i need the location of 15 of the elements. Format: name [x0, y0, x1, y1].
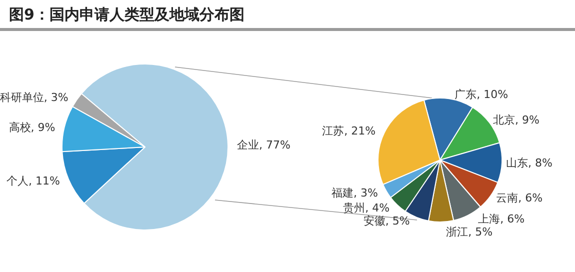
chart-title: 图9：国内申请人类型及地域分布图 [9, 6, 244, 24]
slice-label: 贵州, 4% [343, 201, 390, 214]
slice-label: 科研单位, 3% [0, 91, 68, 104]
slice-label: 北京, 9% [492, 114, 540, 127]
slice-label: 个人, 11% [6, 174, 60, 188]
slice-label: 福建, 3% [332, 186, 378, 200]
slice-label: 云南, 6% [496, 192, 543, 205]
slice-label: 上海, 6% [478, 212, 525, 226]
slice-label: 高校, 9% [8, 120, 56, 134]
slice-label: 浙江, 5% [446, 225, 493, 238]
slice-label: 山东, 8% [506, 156, 552, 170]
slice-label: 江苏, 21% [322, 124, 376, 138]
slice-label: 企业, 77% [236, 138, 290, 152]
slice-label: 广东, 10% [454, 88, 508, 102]
slice-label: 安徽, 5% [363, 214, 410, 228]
